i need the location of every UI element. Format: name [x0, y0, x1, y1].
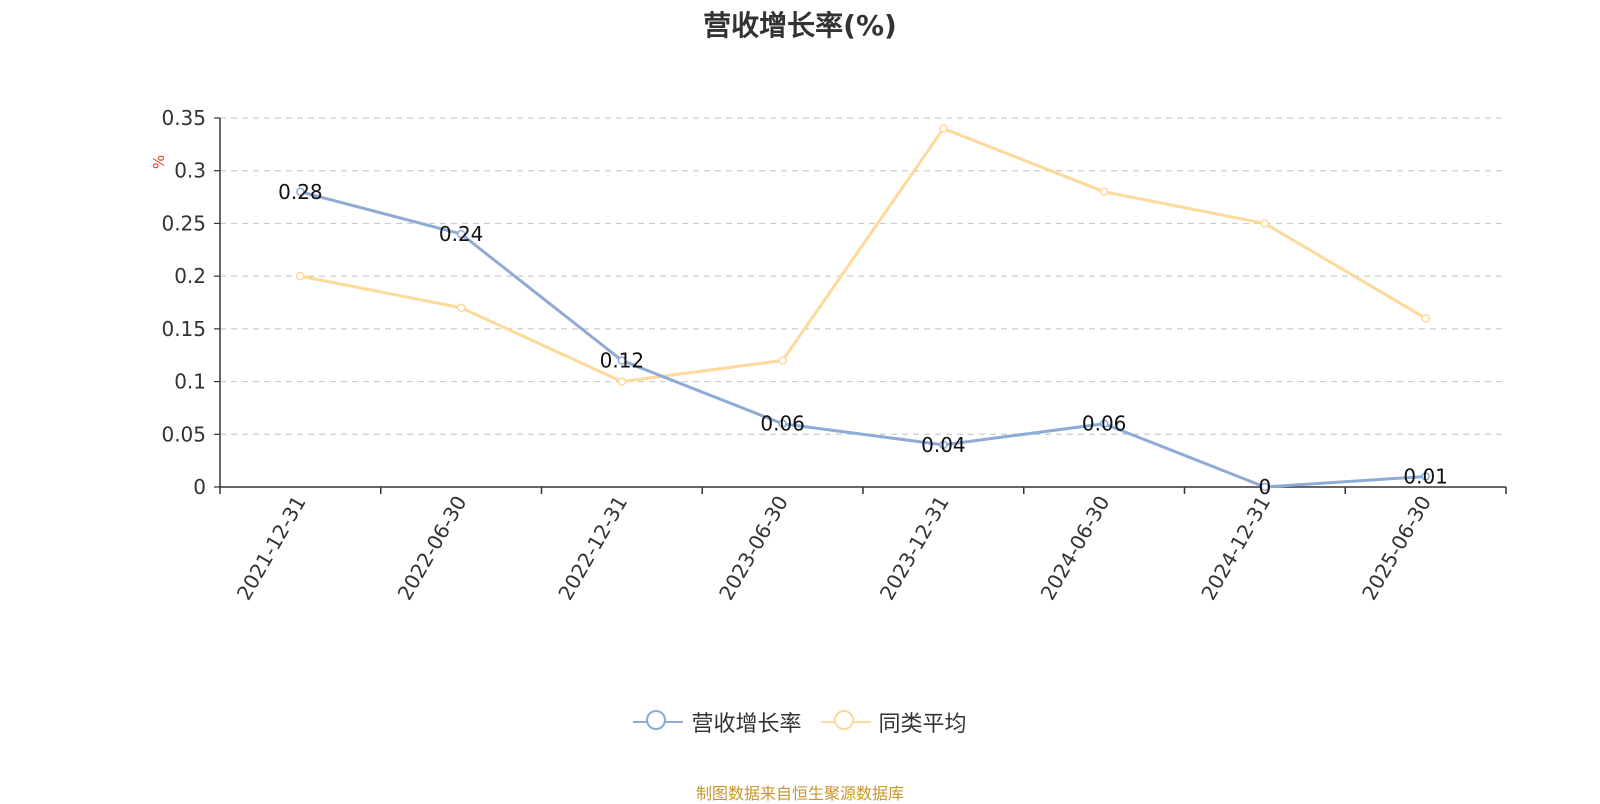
y-tick-label: 0.05: [161, 422, 206, 446]
data-point: [778, 356, 787, 365]
chart-title: 营收增长率(%): [703, 9, 897, 42]
data-point: [1099, 419, 1109, 428]
data-point: [1421, 314, 1430, 323]
data-point: [296, 271, 305, 281]
series-line: [300, 127, 1427, 384]
x-tick-label: 2023-06-30: [714, 492, 793, 605]
legend-marker-icon: [633, 708, 684, 736]
data-labels: 0.28 0.24 0.12 0.06 0.04 0.06 0 0.01: [278, 180, 1448, 499]
data-label: 0.12: [600, 348, 645, 372]
x-tick-label: 2022-12-31: [553, 492, 632, 605]
data-source-note: 制图数据来自恒生聚源数据库: [695, 784, 904, 803]
y-axis-label: %: [150, 155, 168, 169]
data-label: 0.01: [1403, 464, 1448, 488]
y-tick-label: 0.15: [161, 317, 206, 341]
data-point: [1099, 187, 1109, 197]
legend-item-revenue-growth[interactable]: 营收增长率: [633, 706, 802, 738]
y-tick-label: 0.25: [161, 211, 206, 235]
data-point: [456, 303, 466, 313]
x-tick-label: 2025-06-30: [1357, 492, 1436, 605]
data-label: 0.28: [278, 180, 323, 204]
legend: 营收增长率 同类平均: [0, 706, 1600, 742]
data-point: [617, 377, 627, 386]
legend-label: 同类平均: [878, 712, 967, 737]
data-point: [296, 187, 305, 197]
data-label: 0: [1259, 475, 1272, 499]
x-tick-label: 2022-06-30: [393, 492, 472, 605]
data-point: [1260, 219, 1270, 228]
data-point: [617, 356, 627, 365]
y-tick-label: 0.35: [161, 106, 206, 130]
y-tick-label: 0.2: [174, 264, 206, 288]
data-point: [939, 440, 948, 450]
data-label: 0.04: [921, 433, 966, 457]
legend-marker-icon: [820, 708, 871, 736]
x-tick-label: 2021-12-31: [232, 492, 311, 605]
x-tick-label: 2023-12-31: [875, 492, 954, 605]
axes: 0 0.05 0.1 0.15 0.2 0.25 0.3 0.35 2021-12-31 2022…: [161, 106, 1507, 605]
x-tick-label: 2024-12-31: [1196, 492, 1275, 605]
y-tick-label: 0.3: [174, 159, 206, 183]
data-point: [939, 124, 948, 133]
data-point: [1421, 472, 1430, 481]
series-lines: [296, 124, 1430, 492]
y-tick-label: 0: [193, 475, 206, 499]
data-label: 0.06: [1082, 412, 1127, 436]
data-label: 0.24: [439, 222, 484, 246]
x-tick-label: 2024-06-30: [1036, 492, 1115, 605]
data-point: [456, 229, 466, 239]
grid-lines: [220, 117, 1506, 435]
data-label: 0.06: [760, 412, 805, 436]
data-point: [1260, 482, 1270, 492]
y-tick-label: 0.1: [174, 370, 206, 394]
data-point: [778, 419, 787, 428]
legend-label: 营收增长率: [691, 712, 802, 737]
legend-item-peer-average[interactable]: 同类平均: [820, 706, 967, 738]
series-line: [299, 190, 1426, 489]
